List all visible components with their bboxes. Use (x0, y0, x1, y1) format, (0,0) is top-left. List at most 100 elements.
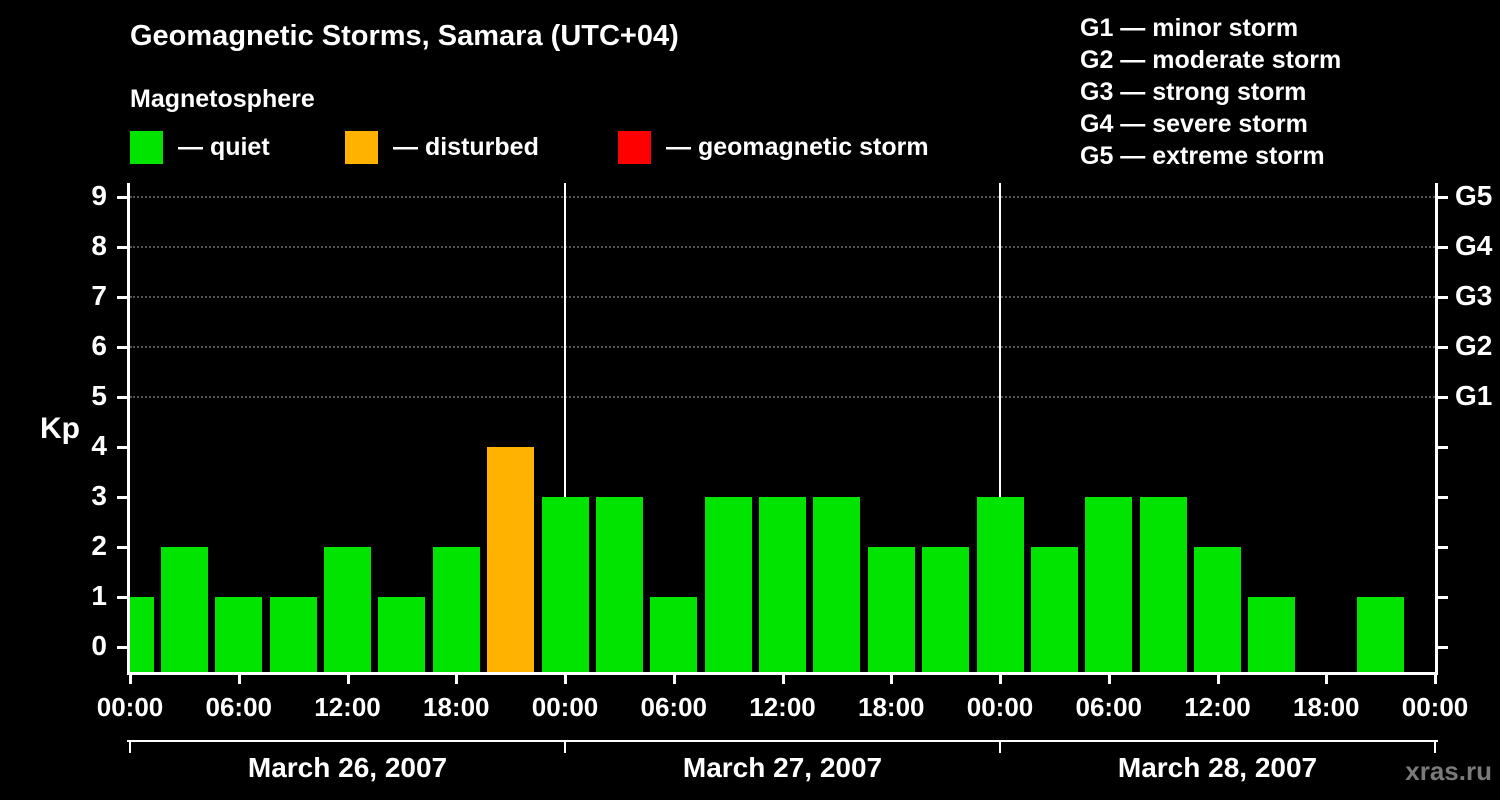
day-boundary-line (564, 183, 566, 672)
g-level-label: G5 (1455, 180, 1493, 211)
x-tick (890, 675, 894, 684)
x-tick (999, 675, 1002, 684)
kp-bar (704, 497, 752, 672)
y-tick (117, 546, 127, 549)
y-tick (117, 446, 127, 449)
x-tick (237, 675, 241, 684)
y-tick-right (1438, 396, 1448, 399)
x-tick-label: 06:00 (1075, 692, 1143, 722)
y-tick-label: 9 (91, 180, 107, 211)
y-tick-right (1438, 546, 1448, 549)
y-tick (117, 346, 127, 349)
x-tick-label: 00:00 (966, 692, 1034, 722)
kp-bar (867, 547, 915, 672)
kp-bar (1139, 497, 1187, 672)
right-axis-line (1435, 183, 1438, 675)
legend-item-quiet: — quiet (130, 131, 270, 164)
chart-title: Geomagnetic Storms, Samara (UTC+04) (130, 20, 679, 52)
date-axis-tick (1434, 740, 1436, 753)
kp-bar (595, 497, 643, 672)
y-tick-right (1438, 446, 1448, 449)
kp-bar (487, 447, 535, 672)
y-tick-right (1438, 196, 1448, 199)
date-label-day3: March 28, 2007 (1117, 752, 1318, 783)
kp-bar (324, 547, 371, 672)
gridline-kp7 (130, 296, 1435, 298)
x-tick-label: 06:00 (205, 692, 273, 722)
kp-bar (130, 597, 154, 672)
x-tick-label: 12:00 (749, 692, 816, 722)
g-legend-g2: G2 — moderate storm (1080, 46, 1342, 74)
date-label-day1: March 26, 2007 (247, 752, 448, 783)
kp-bar (160, 547, 208, 672)
y-axis-title: Kp (40, 412, 80, 445)
x-tick (781, 675, 785, 684)
x-tick-label: 18:00 (858, 692, 925, 722)
y-tick-label: 6 (91, 330, 107, 361)
kp-bar (269, 597, 317, 672)
gridline-kp5 (130, 396, 1435, 398)
x-axis-line (127, 672, 1438, 675)
y-tick-right (1438, 646, 1448, 649)
y-tick-label: 7 (91, 280, 107, 311)
y-tick-label: 3 (91, 480, 107, 511)
kp-bar (432, 547, 480, 672)
g-legend-g4: G4 — severe storm (1080, 110, 1308, 138)
x-tick (1434, 675, 1437, 684)
y-tick (117, 196, 127, 199)
x-tick (1325, 675, 1329, 684)
g-level-label: G1 (1455, 380, 1493, 411)
g-level-label: G2 (1455, 330, 1493, 361)
kp-bar (541, 497, 589, 672)
x-tick (129, 675, 132, 684)
y-tick-label: 1 (91, 580, 107, 611)
legend-item-disturbed: — disturbed (345, 131, 539, 164)
y-tick-label: 2 (91, 530, 107, 561)
y-tick-label: 5 (91, 380, 107, 411)
y-tick (117, 496, 127, 499)
date-axis-line (127, 740, 1438, 742)
kp-bar (1194, 547, 1241, 672)
x-tick-label: 18:00 (423, 692, 490, 722)
disturbed-swatch (345, 131, 378, 164)
x-tick-label: 00:00 (1401, 692, 1469, 722)
x-tick (455, 675, 459, 684)
y-tick-right (1438, 296, 1448, 299)
date-axis-tick (129, 740, 131, 753)
legend-storm-label: — geomagnetic storm (666, 133, 929, 161)
date-axis-tick (999, 740, 1001, 753)
day-boundary-line (999, 183, 1001, 672)
g-level-label: G4 (1455, 230, 1493, 261)
y-axis-line (127, 183, 130, 675)
y-tick-right (1438, 346, 1448, 349)
y-tick-right (1438, 246, 1448, 249)
legend-item-storm: — geomagnetic storm (618, 131, 929, 164)
chart-subtitle: Magnetosphere (130, 85, 315, 113)
y-tick (117, 396, 127, 399)
y-tick (117, 596, 127, 599)
watermark: xras.ru (1405, 756, 1492, 786)
legend-disturbed-label: — disturbed (393, 133, 539, 161)
x-tick-label: 12:00 (1184, 692, 1251, 722)
gridline-kp6 (130, 346, 1435, 348)
legend-quiet-label: — quiet (178, 133, 270, 161)
date-axis-tick (564, 740, 566, 753)
y-tick-label: 4 (91, 430, 107, 461)
kp-bar (976, 497, 1024, 672)
plot-area (130, 183, 1435, 672)
y-tick (117, 246, 127, 249)
g-level-label: G3 (1455, 280, 1493, 311)
kp-bar (378, 597, 426, 672)
gridline-kp8 (130, 246, 1435, 248)
kp-bar (1030, 547, 1078, 672)
y-tick-label: 0 (91, 630, 107, 661)
x-tick-label: 12:00 (314, 692, 381, 722)
x-tick (1216, 675, 1220, 684)
gridline-kp9 (130, 196, 1435, 198)
kp-bar (759, 497, 806, 672)
date-label-day2: March 27, 2007 (682, 752, 883, 783)
g-legend-g3: G3 — strong storm (1080, 78, 1307, 106)
x-tick-label: 00:00 (531, 692, 599, 722)
x-tick (346, 675, 350, 684)
y-tick-right (1438, 496, 1448, 499)
